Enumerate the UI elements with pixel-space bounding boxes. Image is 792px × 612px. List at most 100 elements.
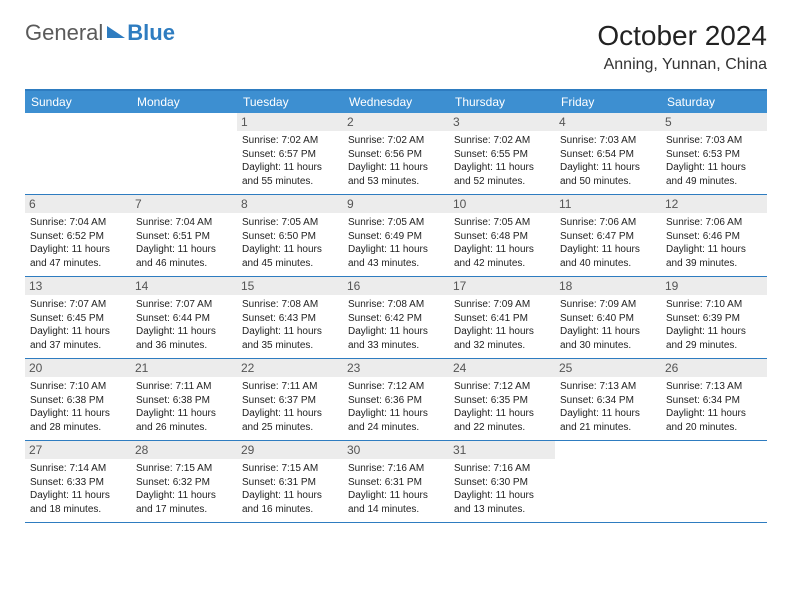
location-label: Anning, Yunnan, China (597, 56, 767, 74)
sunset-text: Sunset: 6:38 PM (136, 394, 232, 408)
day-cell: 30Sunrise: 7:16 AMSunset: 6:31 PMDayligh… (343, 441, 449, 522)
sunset-text: Sunset: 6:49 PM (348, 230, 444, 244)
week-row: 1Sunrise: 7:02 AMSunset: 6:57 PMDaylight… (25, 113, 767, 195)
sunset-text: Sunset: 6:55 PM (454, 148, 550, 162)
daylight-text: Daylight: 11 hours and 33 minutes. (348, 325, 444, 352)
sunset-text: Sunset: 6:54 PM (560, 148, 656, 162)
sunset-text: Sunset: 6:43 PM (242, 312, 338, 326)
sunset-text: Sunset: 6:39 PM (666, 312, 762, 326)
day-number: 23 (343, 359, 449, 377)
sunrise-text: Sunrise: 7:05 AM (348, 216, 444, 230)
day-cell: 14Sunrise: 7:07 AMSunset: 6:44 PMDayligh… (131, 277, 237, 358)
day-number: 25 (555, 359, 661, 377)
sunset-text: Sunset: 6:31 PM (348, 476, 444, 490)
day-cell: 5Sunrise: 7:03 AMSunset: 6:53 PMDaylight… (661, 113, 767, 194)
day-number: 12 (661, 195, 767, 213)
day-cell: 6Sunrise: 7:04 AMSunset: 6:52 PMDaylight… (25, 195, 131, 276)
day-cell: 8Sunrise: 7:05 AMSunset: 6:50 PMDaylight… (237, 195, 343, 276)
sunset-text: Sunset: 6:32 PM (136, 476, 232, 490)
sunset-text: Sunset: 6:46 PM (666, 230, 762, 244)
sunrise-text: Sunrise: 7:10 AM (30, 380, 126, 394)
sunset-text: Sunset: 6:42 PM (348, 312, 444, 326)
sunrise-text: Sunrise: 7:02 AM (348, 134, 444, 148)
sunrise-text: Sunrise: 7:07 AM (30, 298, 126, 312)
day-cell: 20 Sunrise: 7:10 AMSunset: 6:38 PMDayligh… (25, 359, 131, 440)
dayhead-monday: Monday (131, 91, 237, 113)
day-cell: 16Sunrise: 7:08 AMSunset: 6:42 PMDayligh… (343, 277, 449, 358)
day-cell: 26Sunrise: 7:13 AMSunset: 6:34 PMDayligh… (661, 359, 767, 440)
day-cell: 12Sunrise: 7:06 AMSunset: 6:46 PMDayligh… (661, 195, 767, 276)
sunrise-text: Sunrise: 7:10 AM (666, 298, 762, 312)
sunset-text: Sunset: 6:51 PM (136, 230, 232, 244)
day-number: 29 (237, 441, 343, 459)
logo-text-blue: Blue (112, 20, 175, 46)
day-cell (131, 113, 237, 194)
daylight-text: Daylight: 11 hours and 55 minutes. (242, 161, 338, 188)
sunrise-text: Sunrise: 7:09 AM (454, 298, 550, 312)
calendar-page: General Blue October 2024 Anning, Yunnan… (0, 0, 792, 543)
day-number: 16 (343, 277, 449, 295)
sunset-text: Sunset: 6:48 PM (454, 230, 550, 244)
day-cell: 19Sunrise: 7:10 AMSunset: 6:39 PMDayligh… (661, 277, 767, 358)
logo-text-general: General (25, 20, 103, 46)
day-number: 8 (237, 195, 343, 213)
day-cell: 3Sunrise: 7:02 AMSunset: 6:55 PMDaylight… (449, 113, 555, 194)
sunrise-text: Sunrise: 7:06 AM (560, 216, 656, 230)
daylight-text: Daylight: 11 hours and 40 minutes. (560, 243, 656, 270)
day-cell: 22Sunrise: 7:11 AMSunset: 6:37 PMDayligh… (237, 359, 343, 440)
day-number: 2 (343, 113, 449, 131)
day-cell: 27Sunrise: 7:14 AMSunset: 6:33 PMDayligh… (25, 441, 131, 522)
sunset-text: Sunset: 6:34 PM (560, 394, 656, 408)
daylight-text: Daylight: 11 hours and 37 minutes. (30, 325, 126, 352)
day-header-row: Sunday Monday Tuesday Wednesday Thursday… (25, 91, 767, 113)
daylight-text: Daylight: 11 hours and 16 minutes. (242, 489, 338, 516)
daylight-text: Daylight: 11 hours and 21 minutes. (560, 407, 656, 434)
daylight-text: Daylight: 11 hours and 46 minutes. (136, 243, 232, 270)
day-number: 18 (555, 277, 661, 295)
sunrise-text: Sunrise: 7:04 AM (30, 216, 126, 230)
day-cell: 4Sunrise: 7:03 AMSunset: 6:54 PMDaylight… (555, 113, 661, 194)
day-cell: 2Sunrise: 7:02 AMSunset: 6:56 PMDaylight… (343, 113, 449, 194)
day-cell: 28Sunrise: 7:15 AMSunset: 6:32 PMDayligh… (131, 441, 237, 522)
day-cell (555, 441, 661, 522)
sunrise-text: Sunrise: 7:08 AM (242, 298, 338, 312)
sunset-text: Sunset: 6:33 PM (30, 476, 126, 490)
day-number: 27 (25, 441, 131, 459)
daylight-text: Daylight: 11 hours and 35 minutes. (242, 325, 338, 352)
sunset-text: Sunset: 6:45 PM (30, 312, 126, 326)
day-cell: 1Sunrise: 7:02 AMSunset: 6:57 PMDaylight… (237, 113, 343, 194)
day-number: 17 (449, 277, 555, 295)
sunset-text: Sunset: 6:31 PM (242, 476, 338, 490)
daylight-text: Daylight: 11 hours and 13 minutes. (454, 489, 550, 516)
sunset-text: Sunset: 6:57 PM (242, 148, 338, 162)
day-cell: 17Sunrise: 7:09 AMSunset: 6:41 PMDayligh… (449, 277, 555, 358)
daylight-text: Daylight: 11 hours and 28 minutes. (30, 407, 126, 434)
sunset-text: Sunset: 6:53 PM (666, 148, 762, 162)
sunrise-text: Sunrise: 7:11 AM (136, 380, 232, 394)
sunrise-text: Sunrise: 7:03 AM (666, 134, 762, 148)
day-cell: 31Sunrise: 7:16 AMSunset: 6:30 PMDayligh… (449, 441, 555, 522)
daylight-text: Daylight: 11 hours and 36 minutes. (136, 325, 232, 352)
day-number: 3 (449, 113, 555, 131)
sunset-text: Sunset: 6:38 PM (30, 394, 126, 408)
daylight-text: Daylight: 11 hours and 17 minutes. (136, 489, 232, 516)
sunset-text: Sunset: 6:30 PM (454, 476, 550, 490)
sunset-text: Sunset: 6:40 PM (560, 312, 656, 326)
day-cell (25, 113, 131, 194)
day-number: 10 (449, 195, 555, 213)
day-number: 20 (25, 359, 131, 377)
day-cell: 24Sunrise: 7:12 AMSunset: 6:35 PMDayligh… (449, 359, 555, 440)
day-number: 9 (343, 195, 449, 213)
month-title: October 2024 (597, 20, 767, 52)
sunset-text: Sunset: 6:41 PM (454, 312, 550, 326)
daylight-text: Daylight: 11 hours and 25 minutes. (242, 407, 338, 434)
page-header: General Blue October 2024 Anning, Yunnan… (25, 20, 767, 74)
sunrise-text: Sunrise: 7:13 AM (666, 380, 762, 394)
dayhead-tuesday: Tuesday (237, 91, 343, 113)
day-cell: 21Sunrise: 7:11 AMSunset: 6:38 PMDayligh… (131, 359, 237, 440)
week-row: 6Sunrise: 7:04 AMSunset: 6:52 PMDaylight… (25, 195, 767, 277)
day-number: 13 (25, 277, 131, 295)
dayhead-wednesday: Wednesday (343, 91, 449, 113)
daylight-text: Daylight: 11 hours and 45 minutes. (242, 243, 338, 270)
sunrise-text: Sunrise: 7:12 AM (348, 380, 444, 394)
